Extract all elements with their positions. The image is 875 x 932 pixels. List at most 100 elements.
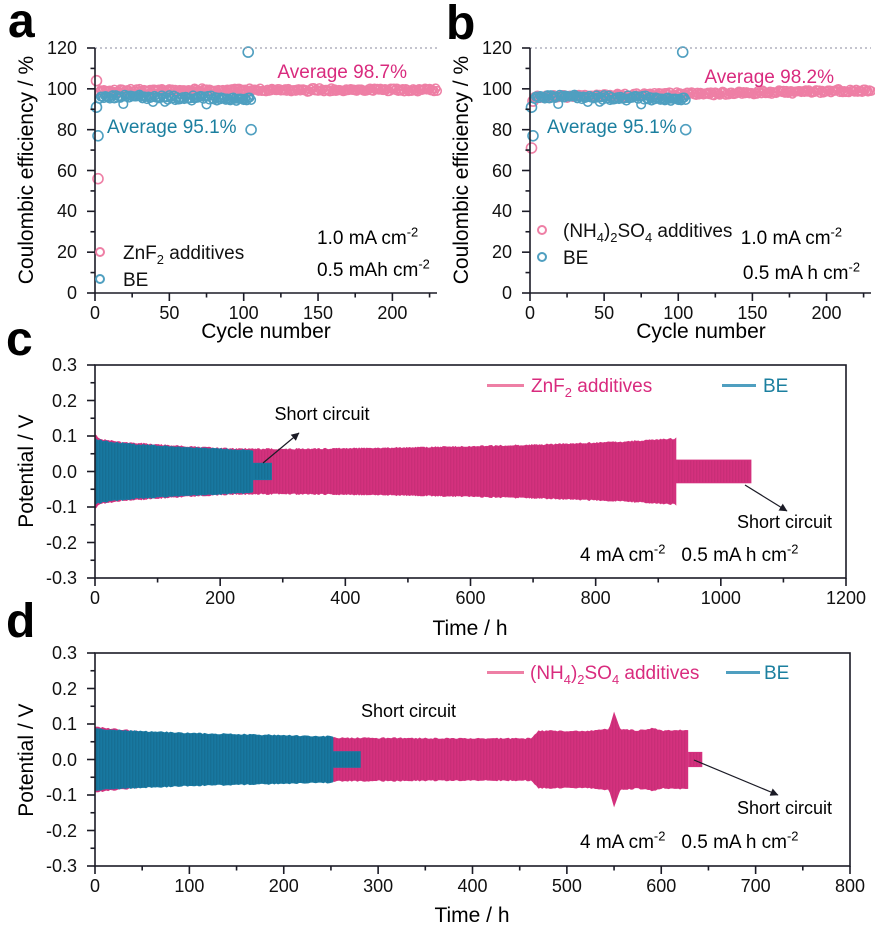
tick-label: 400	[330, 588, 361, 608]
tick-label: 0	[89, 588, 101, 608]
tick-label: 100	[663, 303, 694, 323]
tick-label: 150	[303, 303, 334, 323]
tick-label: 0.1	[51, 714, 77, 734]
tick-label: 100	[46, 78, 77, 99]
tick-label: 0.3	[51, 643, 77, 663]
tick-label: 100	[481, 78, 512, 99]
panel-c-legend-line-znf2	[487, 384, 524, 387]
panel-a-average-teal: Average 95.1%	[107, 117, 237, 138]
tick-label: -0.3	[45, 568, 77, 588]
panel-a-graphics	[87, 46, 443, 301]
tick-label: 100	[228, 303, 259, 323]
tick-label: 0	[66, 283, 77, 303]
panel-d-conditions-current: 4 mA cm-2	[580, 828, 666, 853]
tick-label: 50	[594, 303, 615, 323]
tick-label: 120	[46, 38, 77, 58]
tick-label: 600	[455, 588, 486, 608]
tick-label: 800	[834, 876, 866, 896]
panel-a-conditions-line2: 0.5 mAh cm-2	[317, 256, 430, 281]
panel-c-legend-label-be: BE	[763, 376, 789, 397]
panel-d-legend-label-be: BE	[764, 663, 790, 684]
tick-label: 0	[89, 876, 101, 896]
panel-b-y-axis-label: Coulombic efficiency / %	[449, 55, 473, 285]
tick-label: 150	[737, 303, 768, 323]
panel-a-average-pink: Average 98.7%	[277, 62, 407, 83]
panel-c-legend-label-znf2: ZnF2 additives	[531, 376, 653, 400]
tick-label: 800	[580, 588, 611, 608]
tick-label: 80	[491, 119, 512, 140]
tick-label: 700	[740, 876, 771, 896]
panel-d-conditions-capacity: 0.5 mA h cm-2	[681, 828, 799, 853]
tick-label: 1000	[700, 588, 741, 608]
tick-label: 60	[491, 160, 512, 181]
tick-label: -0.2	[45, 820, 77, 841]
panel-c-x-axis-label: Time / h	[432, 617, 508, 640]
panel-b-conditions-line2: 0.5 mA h cm-2	[742, 259, 860, 284]
panel-c-legend-line-be	[722, 384, 756, 387]
tick-label: 0.0	[51, 749, 77, 770]
tick-label: 200	[377, 303, 408, 323]
tick-label: -0.3	[45, 856, 77, 876]
panel-d-short-circuit-annotation-1: Short circuit	[361, 701, 457, 721]
tick-label: 20	[491, 242, 512, 263]
panel-c-short-circuit-annotation-1: Short circuit	[274, 404, 370, 424]
panel-c-graphics	[87, 364, 847, 586]
panel-c-conditions: 4 mA cm-2 0.5 mA h cm-2	[580, 541, 799, 567]
tick-label: 400	[457, 876, 488, 896]
panel-b-average-pink: Average 98.2%	[704, 67, 834, 88]
tick-label: -0.2	[45, 532, 77, 553]
panel-d-x-axis-label: Time / h	[434, 904, 510, 927]
tick-label: 0.2	[51, 390, 77, 411]
panel-a-legend-marker-znf2	[95, 247, 105, 257]
tick-label: 40	[56, 201, 77, 222]
tick-label: 0	[524, 303, 536, 323]
panel-b-conditions-line1: 1.0 mA cm-2	[740, 224, 842, 249]
panel-letter-c: c	[6, 313, 33, 366]
panel-a-legend-label-znf2: ZnF2 additives	[123, 243, 245, 267]
panel-b-average-teal: Average 95.1%	[547, 117, 677, 138]
tick-label: 1200	[825, 588, 867, 608]
panel-a-y-axis-label: Coulombic efficiency / %	[14, 55, 38, 285]
panel-d-legend-label-nh42so4: (NH4)2SO4 additives	[530, 663, 700, 687]
tick-label: 0.3	[51, 355, 77, 375]
tick-label: 0	[89, 303, 101, 323]
panel-letter-a: a	[8, 0, 35, 48]
panel-d-legend-line-be	[726, 671, 760, 674]
panel-b-legend-label-be: BE	[563, 248, 589, 269]
tick-label: 300	[363, 876, 394, 896]
tick-label: 200	[268, 876, 299, 896]
panel-letter-d: d	[6, 595, 36, 648]
panel-d-legend-line-nh42so4	[487, 671, 524, 674]
panel-b-x-axis-label: Cycle number	[636, 320, 766, 343]
tick-label: 0.2	[51, 678, 77, 699]
tick-label: 200	[811, 303, 842, 323]
panel-a-legend-label-be: BE	[123, 270, 149, 291]
tick-label: 0.0	[51, 461, 77, 482]
tick-label: 600	[646, 876, 677, 896]
panel-c-conditions-current: 4 mA cm-2	[580, 541, 666, 566]
tick-label: 500	[551, 876, 582, 896]
tick-label: -0.1	[45, 785, 77, 805]
tick-label: 0.1	[51, 426, 77, 446]
tick-label: 60	[56, 160, 77, 181]
tick-label: 50	[159, 303, 180, 323]
panel-b-legend-marker-be	[537, 252, 547, 262]
panel-b-graphics	[522, 46, 875, 301]
tick-label: 200	[205, 588, 236, 608]
tick-label: 0	[501, 283, 512, 303]
tick-label: 100	[174, 876, 205, 896]
panel-a-conditions-line1: 1.0 mA cm-2	[317, 224, 419, 249]
panel-letter-b: b	[446, 0, 476, 50]
tick-label: -0.1	[45, 497, 77, 517]
panel-a-legend-marker-be	[95, 274, 105, 284]
panel-d-short-circuit-annotation-2: Short circuit	[737, 798, 833, 818]
tick-label: 20	[56, 242, 77, 263]
tick-label: 80	[56, 119, 77, 140]
panel-d-graphics	[87, 652, 851, 874]
panel-b-legend-marker-nh42so4	[537, 225, 547, 235]
panel-a-x-axis-label: Cycle number	[201, 320, 331, 343]
panel-c-conditions-capacity: 0.5 mA h cm-2	[681, 541, 799, 566]
tick-label: 40	[491, 201, 512, 222]
